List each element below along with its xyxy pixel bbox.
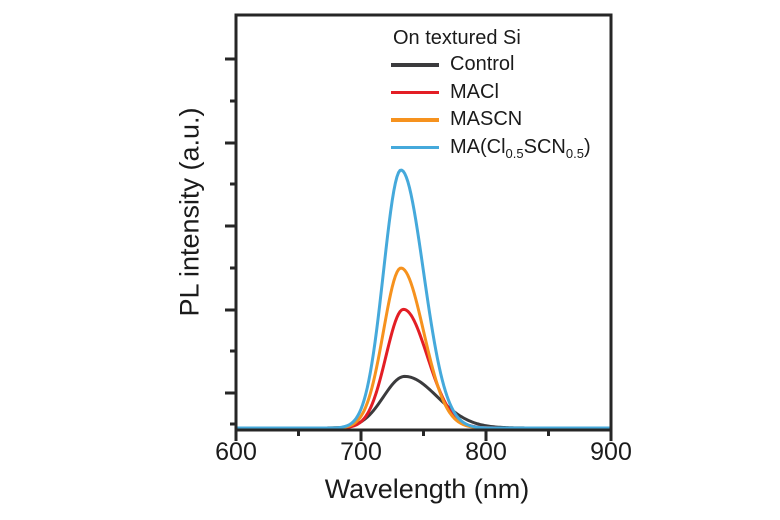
legend: On textured Si Control MACl MASCN MA(Cl0…: [391, 25, 591, 161]
legend-label-control: Control: [450, 53, 515, 76]
legend-title: On textured Si: [393, 27, 521, 49]
curve-ma-cl0-5scn0-5: [234, 168, 613, 430]
legend-label-subscript: 0.5: [505, 145, 524, 161]
legend-label-ma-cl05-scn05: MA(Cl0.5SCN0.5): [450, 135, 591, 161]
x-tick-label-700: 700: [340, 438, 382, 466]
legend-line-swatch-macl: [391, 90, 439, 94]
legend-line-swatch-control: [391, 63, 439, 67]
curves: [234, 168, 613, 430]
legend-label-text: MA(Cl: [450, 135, 506, 158]
legend-item-ma-cl05-scn05: MA(Cl0.5SCN0.5): [391, 134, 591, 162]
legend-line-swatch-mascn: [391, 118, 439, 122]
x-tick-label-900: 900: [590, 438, 632, 466]
legend-label-subscript: 0.5: [565, 145, 584, 161]
legend-label-text: SCN: [523, 135, 566, 158]
y-axis-label: PL intensity (a.u.): [174, 107, 205, 317]
legend-label-macl: MACl: [450, 80, 499, 103]
legend-label-mascn: MASCN: [450, 108, 523, 131]
legend-label-text: ): [583, 135, 591, 158]
legend-item-mascn: MASCN: [391, 106, 591, 134]
x-tick-label-800: 800: [465, 438, 507, 466]
legend-line-swatch-ma-cl05-scn05: [391, 145, 439, 149]
axis-ticks: [225, 57, 613, 441]
legend-item-control: Control: [391, 51, 591, 79]
x-axis-label: Wavelength (nm): [324, 474, 530, 504]
legend-item-macl: MACl: [391, 79, 591, 107]
x-tick-label-600: 600: [215, 438, 257, 466]
curve-control: [234, 374, 613, 430]
